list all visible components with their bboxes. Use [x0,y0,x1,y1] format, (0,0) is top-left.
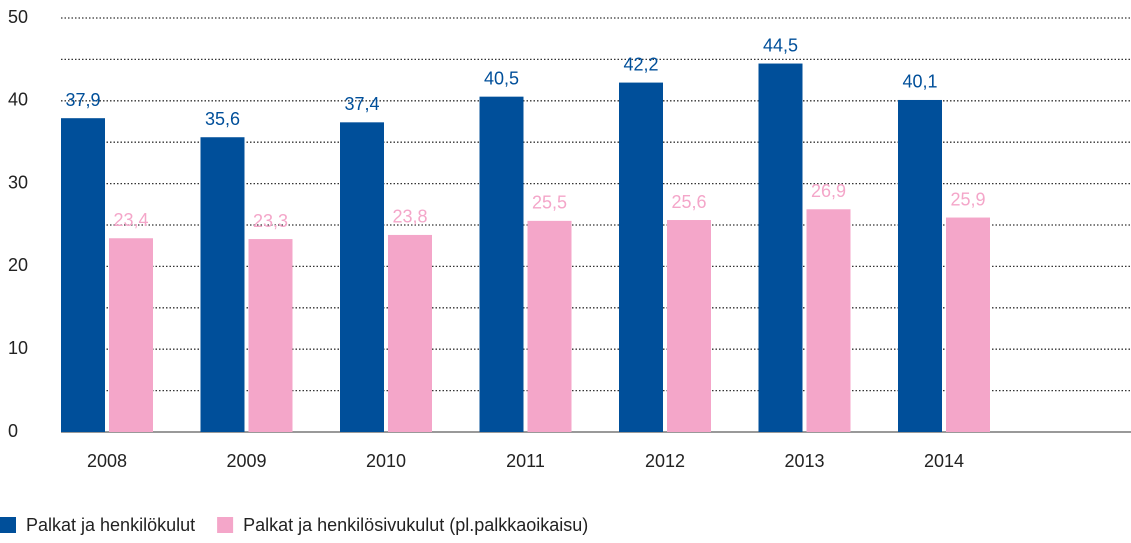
value-label: 37,4 [344,94,379,114]
x-tick-label: 2013 [784,451,824,471]
value-label: 35,6 [205,109,240,129]
bar [200,137,245,432]
x-tick-label: 2008 [87,451,127,471]
x-tick-label: 2010 [366,451,406,471]
bar [619,82,663,433]
x-tick-label: 2009 [226,451,266,471]
value-label: 26,9 [811,181,846,201]
y-tick-label: 10 [8,338,28,358]
value-label: 42,2 [623,54,658,74]
legend-swatch [0,517,16,533]
bar [388,234,432,432]
x-tick-label: 2012 [645,451,685,471]
value-label: 23,4 [113,210,148,230]
bar [527,220,572,432]
value-label: 25,9 [950,189,985,209]
y-tick-label: 30 [8,172,28,192]
y-tick-label: 0 [8,421,18,441]
x-tick-label: 2014 [924,451,964,471]
x-tick-label: 2011 [506,451,545,471]
bar [340,122,384,432]
bar [758,63,803,432]
legend-swatch [217,517,234,533]
value-label: 40,5 [484,68,519,88]
bar [806,209,851,432]
y-tick-label: 40 [8,90,28,110]
value-label: 25,5 [532,193,567,213]
bar [109,238,153,432]
value-label: 37,9 [65,90,100,110]
bar [479,96,524,432]
bar [667,220,711,432]
value-label: 40,1 [902,72,937,92]
bar [946,217,990,432]
value-label: 44,5 [763,35,798,55]
value-label: 23,8 [392,207,427,227]
value-label: 23,3 [253,211,288,231]
legend-label: Palkat ja henkilökulut [26,515,195,535]
value-label: 25,6 [671,192,706,212]
legend-label: Palkat ja henkilösivukulut (pl.palkkaoik… [243,515,588,535]
bar [248,239,293,432]
y-tick-label: 50 [8,7,28,27]
bar [61,118,105,433]
bar [898,99,942,433]
y-tick-label: 20 [8,255,28,275]
